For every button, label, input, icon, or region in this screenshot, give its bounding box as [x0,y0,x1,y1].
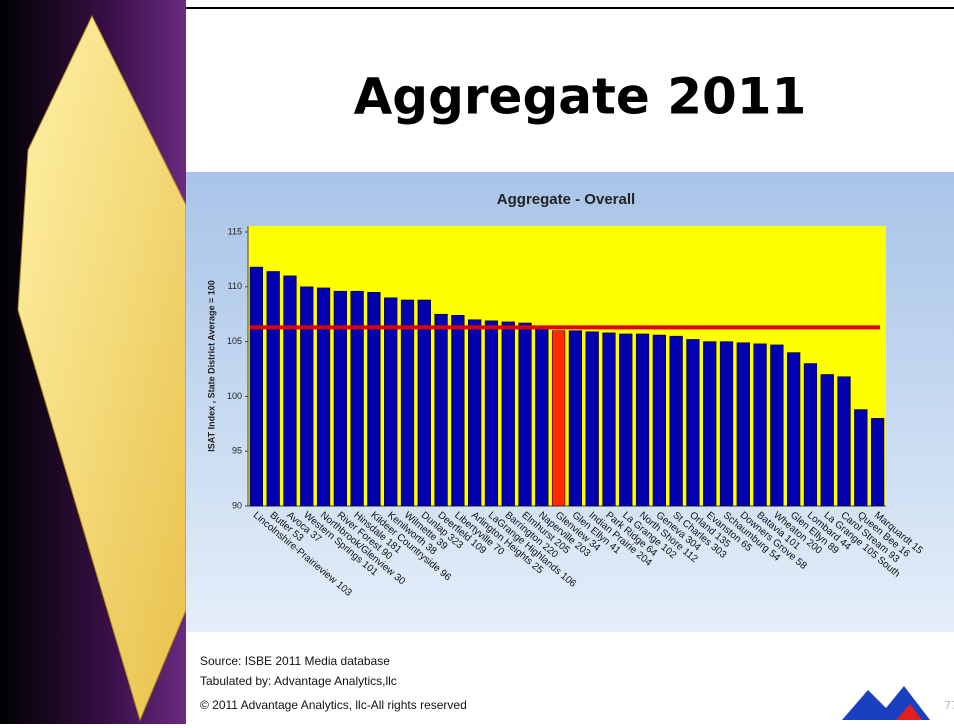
bar [602,332,616,507]
bar [753,343,767,507]
bar [770,344,784,507]
bar [703,341,717,507]
bar [350,290,364,507]
bar [803,363,818,507]
bar [451,315,465,507]
bar [501,321,515,507]
bar [837,376,851,507]
bar [854,409,868,507]
bar [434,313,448,507]
y-tick-label: 100 [227,391,242,401]
y-tick-label: 105 [227,336,242,346]
bar [484,320,499,507]
bar [249,266,264,507]
bar [870,418,885,507]
bar [736,342,750,507]
bar [333,290,347,507]
bar [820,374,834,507]
bar [635,333,650,507]
bar [686,339,700,507]
copyright: © 2011 Advantage Analytics, llc-All righ… [200,698,467,712]
bar [585,331,599,507]
y-tick-label: 90 [232,500,242,510]
bar [535,326,549,507]
bar [384,297,398,507]
logo-accent [896,704,922,720]
bar [468,319,482,507]
bar [551,330,566,507]
bar [568,330,583,507]
slide-title: Aggregate 2011 [354,68,807,126]
bar [417,299,431,507]
bar [619,333,633,507]
bar [266,271,280,507]
bar [283,275,297,507]
bar [787,352,801,507]
y-tick-label: 110 [228,281,242,291]
bar [367,292,381,507]
bar [300,286,314,507]
y-axis-label: ISAT Index , State District Average = 10… [206,280,216,451]
y-tick-label: 115 [228,226,242,236]
y-tick-label: 95 [232,446,242,456]
bar [518,322,532,507]
source-note: Source: ISBE 2011 Media database [200,654,390,668]
bar [669,335,683,507]
tabulated-note: Tabulated by: Advantage Analytics,llc [200,674,397,688]
bar [316,287,331,507]
bar [400,299,415,507]
page-number: 77 [944,699,954,712]
bar [652,334,666,507]
chart-title: Aggregate - Overall [497,191,635,208]
bar [719,341,734,507]
